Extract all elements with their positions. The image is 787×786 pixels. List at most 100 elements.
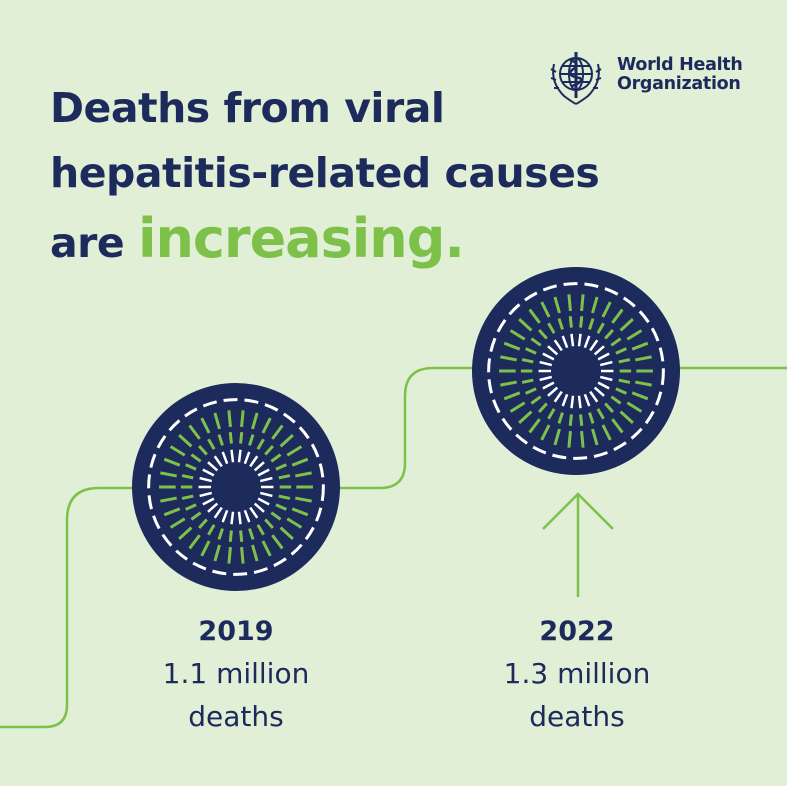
virus-spike xyxy=(525,347,537,355)
virus-spike xyxy=(509,329,526,341)
virus-spike xyxy=(518,318,533,332)
virus-spike xyxy=(169,445,186,457)
virus-spike xyxy=(237,449,242,463)
virus-spike xyxy=(286,445,303,457)
virus-spike xyxy=(525,387,537,395)
headline-accent: increasing. xyxy=(137,207,465,270)
virus-spike xyxy=(503,391,521,401)
virus-spike xyxy=(256,524,265,536)
virus-spike xyxy=(200,540,211,557)
virus-spike xyxy=(213,412,221,430)
virus-spike xyxy=(253,461,265,472)
virus-spike xyxy=(596,408,605,420)
virus-spike xyxy=(275,463,287,471)
virus-spike xyxy=(583,393,591,407)
virus-spike xyxy=(257,497,270,506)
virus-spike xyxy=(160,496,177,503)
virus-spike xyxy=(557,318,564,330)
virus-spike xyxy=(539,375,553,382)
virus-spike xyxy=(239,530,244,542)
stat-2019: 2019 1.1 million deaths xyxy=(126,612,346,738)
virus-spike xyxy=(185,463,197,471)
virus-spike xyxy=(596,322,605,334)
virus-spike xyxy=(618,378,631,384)
virus-spike xyxy=(604,329,614,340)
virus-spike xyxy=(528,418,541,434)
virus-spike xyxy=(589,339,599,352)
virus-spike xyxy=(240,546,245,564)
virus-spike xyxy=(240,410,245,428)
virus-spike xyxy=(169,517,186,529)
virus-spike xyxy=(227,410,232,428)
virus-spike xyxy=(570,333,575,347)
virus-spike xyxy=(188,424,201,440)
virus-spike xyxy=(610,337,622,347)
virus-spike xyxy=(530,395,542,405)
virus-outer-ring xyxy=(147,398,325,576)
virus-spike xyxy=(547,408,556,420)
virus-spike xyxy=(181,494,194,500)
virus-spike xyxy=(577,333,582,347)
virus-spike xyxy=(270,453,282,463)
headline-line-2: hepatitis-related causes xyxy=(50,149,600,197)
who-logo-text: World Health Organization xyxy=(617,56,743,94)
virus-spike xyxy=(557,412,564,424)
virus-spike xyxy=(579,316,584,328)
logo-line-1: World Health xyxy=(617,55,743,75)
stat-year: 2019 xyxy=(198,616,274,647)
stat-unit: deaths xyxy=(529,700,625,733)
virus-spike xyxy=(568,316,573,328)
virus-spike xyxy=(547,345,559,356)
virus-spike xyxy=(542,381,555,390)
virus-spike xyxy=(591,296,599,314)
virus-spike xyxy=(547,322,556,334)
stat-year: 2022 xyxy=(539,616,615,647)
virus-spike xyxy=(593,345,605,356)
virus-spike xyxy=(588,318,595,330)
virus-spike xyxy=(291,457,309,467)
virus-spike xyxy=(264,445,274,456)
virus-spike xyxy=(239,432,244,444)
virus-spike xyxy=(599,360,613,367)
virus-spike xyxy=(264,518,274,529)
virus-spike xyxy=(579,414,584,426)
virus-spike xyxy=(521,378,534,384)
virus-spike xyxy=(217,528,224,540)
virus-spike xyxy=(540,301,551,318)
stat-unit: deaths xyxy=(188,700,284,733)
virus-spike xyxy=(202,497,215,506)
virus-spike xyxy=(181,474,194,480)
virus-spike xyxy=(190,453,202,463)
virus-spike xyxy=(257,468,270,477)
virus-spike xyxy=(619,410,634,424)
stat-value: 1.1 million xyxy=(162,657,310,690)
virus-spike xyxy=(521,358,534,364)
virus-spike xyxy=(631,391,649,401)
virus-spike xyxy=(539,360,553,367)
virus-spike xyxy=(230,511,235,525)
virus-spike xyxy=(588,412,595,424)
virus-spike xyxy=(198,445,208,456)
virus-spike xyxy=(279,434,294,448)
virus-spike xyxy=(503,341,521,351)
virus-spike xyxy=(275,503,287,511)
virus-spike xyxy=(518,410,533,424)
virus-spike xyxy=(538,402,548,413)
virus-spike xyxy=(199,491,213,498)
virus-spike xyxy=(601,424,612,441)
virus-spike xyxy=(570,395,575,409)
virus-spike xyxy=(610,395,622,405)
virus-spike xyxy=(295,496,312,503)
virus-spike xyxy=(540,424,551,441)
virus-spike xyxy=(626,329,643,341)
virus-spike xyxy=(611,308,624,324)
headline-line-1: Deaths from viral xyxy=(50,84,445,132)
virus-spike xyxy=(604,402,614,413)
virus-spike xyxy=(271,424,284,440)
virus-spike xyxy=(615,347,627,355)
virus-spike xyxy=(243,451,251,465)
virus-spike xyxy=(295,471,312,478)
virus-spike xyxy=(198,518,208,529)
virus-spike xyxy=(163,507,181,517)
